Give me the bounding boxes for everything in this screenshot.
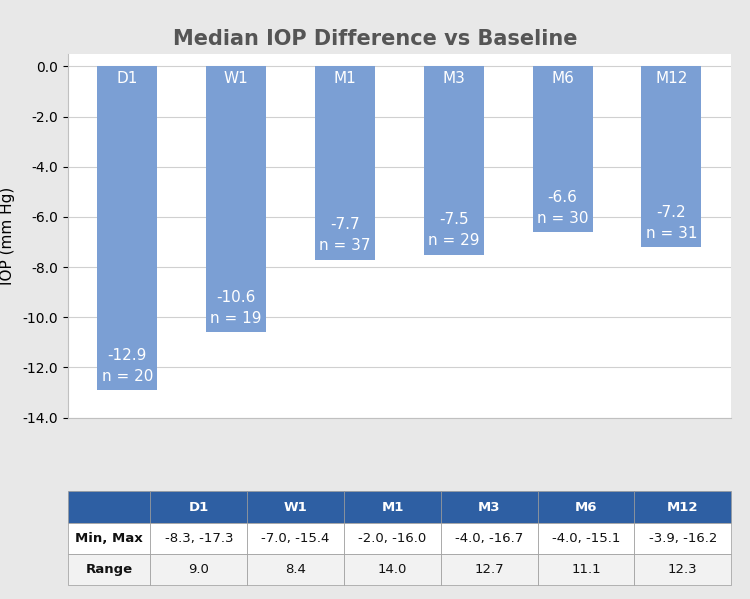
FancyBboxPatch shape — [441, 522, 538, 553]
Text: -4.0, -15.1: -4.0, -15.1 — [552, 532, 620, 544]
Text: M1: M1 — [334, 71, 356, 86]
Text: -3.9, -16.2: -3.9, -16.2 — [649, 532, 717, 544]
Text: -4.0, -16.7: -4.0, -16.7 — [455, 532, 524, 544]
FancyBboxPatch shape — [634, 491, 731, 522]
Text: W1: W1 — [284, 501, 308, 513]
Text: 11.1: 11.1 — [572, 563, 601, 576]
FancyBboxPatch shape — [441, 491, 538, 522]
Text: D1: D1 — [189, 501, 209, 513]
Text: D1: D1 — [117, 71, 138, 86]
Text: M3: M3 — [442, 71, 465, 86]
FancyBboxPatch shape — [248, 491, 344, 522]
Y-axis label: IOP (mm Hg): IOP (mm Hg) — [0, 187, 15, 285]
FancyBboxPatch shape — [248, 522, 344, 553]
FancyBboxPatch shape — [441, 553, 538, 585]
Text: -10.6
n = 19: -10.6 n = 19 — [211, 290, 262, 326]
FancyBboxPatch shape — [634, 553, 731, 585]
FancyBboxPatch shape — [634, 522, 731, 553]
Text: -8.3, -17.3: -8.3, -17.3 — [164, 532, 233, 544]
Text: -7.5
n = 29: -7.5 n = 29 — [428, 212, 479, 249]
Text: Median IOP Difference vs Baseline: Median IOP Difference vs Baseline — [172, 29, 578, 49]
FancyBboxPatch shape — [538, 491, 634, 522]
Text: -12.9
n = 20: -12.9 n = 20 — [102, 348, 153, 384]
Text: M12: M12 — [667, 501, 698, 513]
Bar — [206, 66, 266, 332]
Text: M1: M1 — [381, 501, 404, 513]
Bar — [98, 66, 158, 390]
FancyBboxPatch shape — [151, 522, 248, 553]
FancyBboxPatch shape — [151, 553, 248, 585]
Text: M12: M12 — [656, 71, 688, 86]
Text: 14.0: 14.0 — [378, 563, 407, 576]
Text: -6.6
n = 30: -6.6 n = 30 — [537, 190, 588, 226]
FancyBboxPatch shape — [344, 491, 441, 522]
Bar — [532, 66, 592, 232]
FancyBboxPatch shape — [68, 553, 151, 585]
FancyBboxPatch shape — [68, 522, 151, 553]
Text: Min, Max: Min, Max — [75, 532, 142, 544]
Text: -7.0, -15.4: -7.0, -15.4 — [262, 532, 330, 544]
Text: -7.2
n = 31: -7.2 n = 31 — [646, 205, 698, 241]
Text: 12.3: 12.3 — [668, 563, 698, 576]
FancyBboxPatch shape — [151, 491, 248, 522]
Text: M6: M6 — [551, 71, 574, 86]
Text: 8.4: 8.4 — [285, 563, 306, 576]
FancyBboxPatch shape — [538, 553, 634, 585]
Title: Median IOP Difference vs Baseline: Median IOP Difference vs Baseline — [0, 598, 1, 599]
Text: 9.0: 9.0 — [188, 563, 209, 576]
Text: -7.7
n = 37: -7.7 n = 37 — [320, 217, 370, 253]
Bar — [315, 66, 375, 259]
FancyBboxPatch shape — [344, 553, 441, 585]
Text: Range: Range — [86, 563, 133, 576]
Text: M6: M6 — [574, 501, 597, 513]
Text: W1: W1 — [224, 71, 248, 86]
Text: M3: M3 — [478, 501, 500, 513]
FancyBboxPatch shape — [344, 522, 441, 553]
Bar — [641, 66, 701, 247]
Text: -2.0, -16.0: -2.0, -16.0 — [358, 532, 427, 544]
Text: 12.7: 12.7 — [475, 563, 504, 576]
FancyBboxPatch shape — [248, 553, 344, 585]
FancyBboxPatch shape — [538, 522, 634, 553]
FancyBboxPatch shape — [68, 491, 151, 522]
Bar — [424, 66, 484, 255]
